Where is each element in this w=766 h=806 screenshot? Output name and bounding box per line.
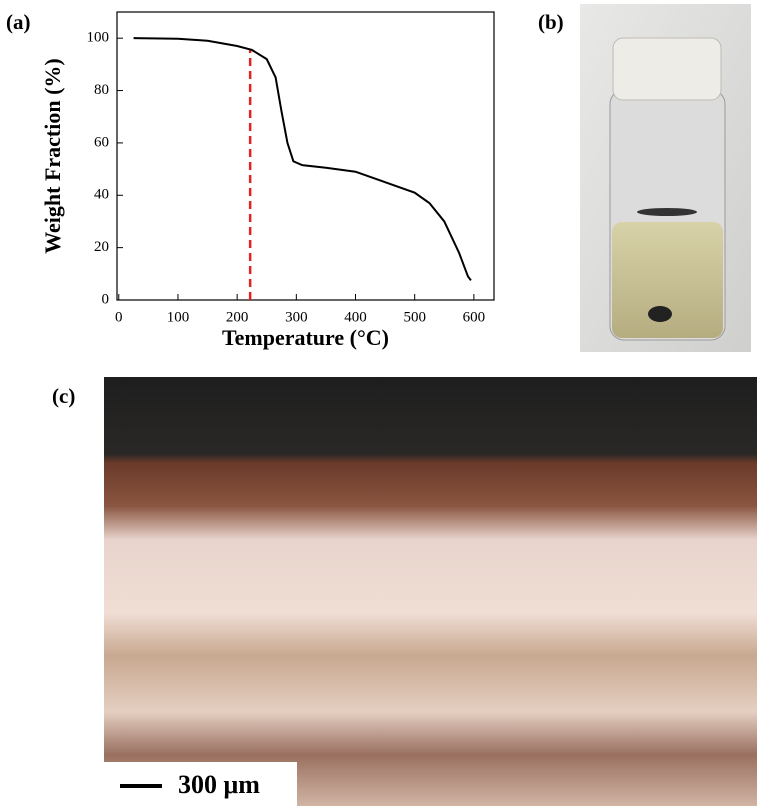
x-tick-label: 400 (344, 309, 367, 325)
x-axis-label: Temperature (°C) (222, 325, 389, 350)
scale-bar-label: 300 μm (178, 770, 260, 799)
x-tick-label: 500 (403, 309, 426, 325)
data-line (134, 38, 471, 280)
panel-label: (a) (6, 10, 31, 34)
y-tick-label: 100 (87, 30, 110, 46)
y-tick-label: 80 (94, 82, 109, 98)
x-tick-label: 200 (226, 309, 249, 325)
figure: (a) (b) (c) 300 μm 0 100 200 300 400 500 600 0 2… (0, 0, 766, 806)
y-tick-label: 20 (94, 239, 109, 255)
panel-label: (c) (52, 384, 75, 408)
vial-photo (580, 4, 751, 352)
y-tick-label: 40 (94, 187, 109, 203)
x-tick-label: 100 (167, 309, 190, 325)
y-tick-label: 0 (102, 291, 110, 307)
x-tick-label: 0 (115, 309, 123, 325)
micrograph: 300 μm (104, 377, 757, 806)
x-tick-label: 300 (285, 309, 308, 325)
y-axis-label: Weight Fraction (%) (40, 58, 65, 254)
x-tick-label: 600 (463, 309, 486, 325)
panel-label: (b) (538, 10, 564, 34)
plot-frame (117, 12, 494, 300)
y-tick-label: 60 (94, 134, 109, 150)
